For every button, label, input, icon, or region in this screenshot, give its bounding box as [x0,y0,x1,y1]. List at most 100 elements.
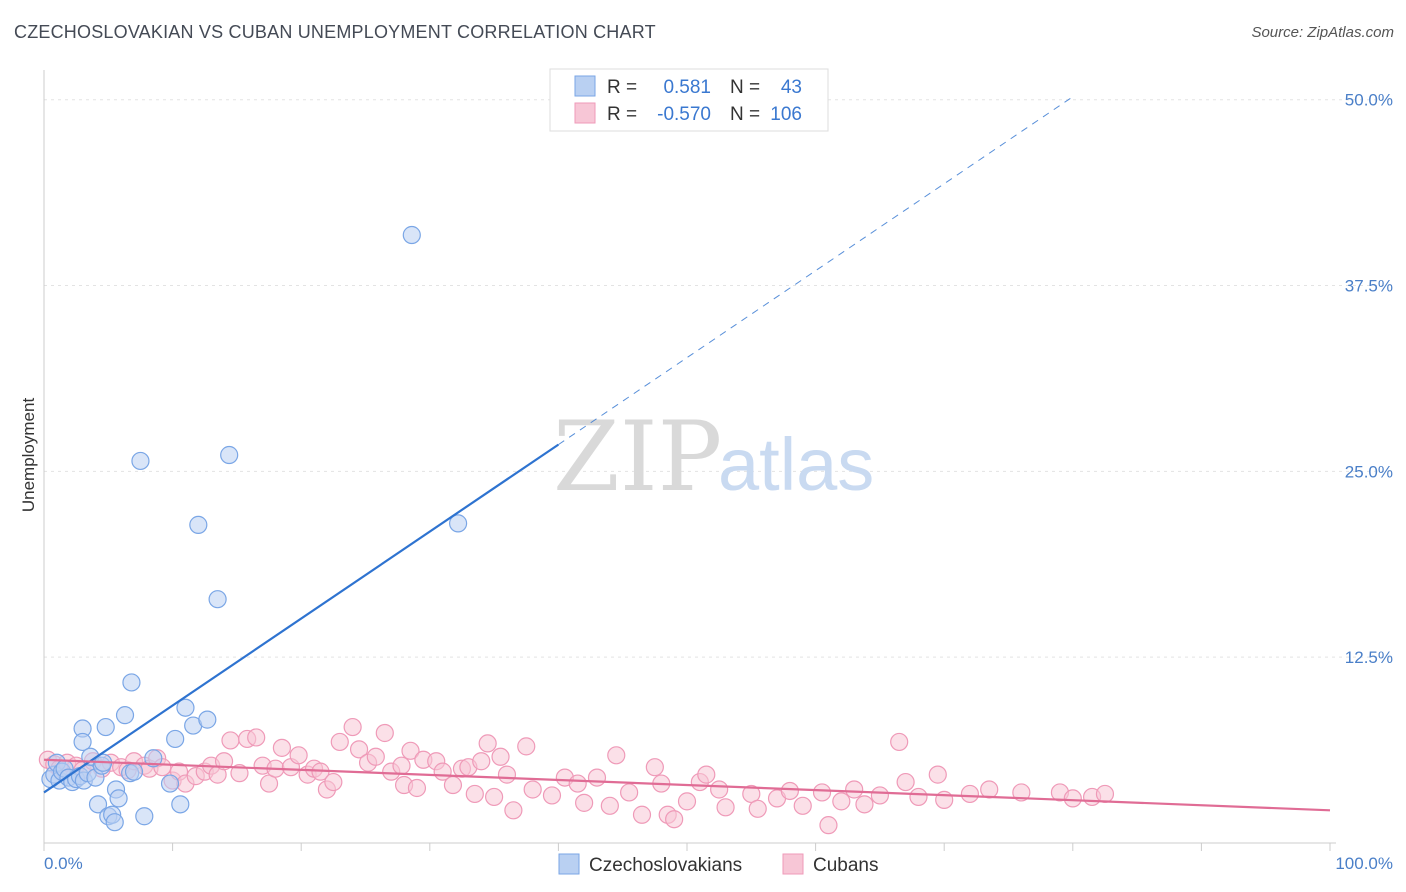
y-tick-labels: 12.5% 25.0% 37.5% 50.0% [1345,91,1393,667]
legend-swatch-cubans [574,102,596,124]
czech-point-12 [73,732,92,752]
series-legend-swatch-czech [558,853,580,875]
cuban-point-46 [392,756,411,775]
cuban-point-64 [523,780,542,799]
czech-trend-extension [558,96,1074,446]
cuban-point-47 [401,741,420,760]
cuban-point-58 [478,734,497,753]
axes [43,70,1336,851]
legend-r-value-czech: 0.581 [663,77,711,98]
series-legend-label-cuban: Cubans [813,855,879,876]
czech-point-40 [220,445,239,465]
x-tick-max: 100.0% [1335,854,1393,873]
legend-n-value-czech: 43 [781,77,802,98]
cuban-point-59 [485,787,504,807]
czech-point-19 [96,717,115,737]
y-tick-label-3: 50.0% [1345,91,1393,110]
czech-point-29 [131,451,150,471]
cuban-point-65 [542,786,562,805]
czech-point-34 [171,795,190,814]
cuban-point-78 [677,792,697,811]
czech-point-27 [122,673,141,692]
legend-r-value-cuban: -0.570 [657,104,711,125]
cuban-point-41 [349,740,369,759]
cuban-point-24 [221,731,240,750]
y-tick-label-2: 37.5% [1345,277,1393,296]
cuban-point-95 [896,772,915,792]
cuban-point-84 [748,799,767,818]
series-legend-label-czech: Czechoslovakians [589,855,742,876]
czech-point-22 [105,813,124,832]
czech-point-41 [402,225,421,245]
cuban-point-77 [665,810,684,829]
cuban-point-73 [632,805,652,824]
cuban-point-25 [230,764,249,783]
y-tick-label-0: 12.5% [1345,648,1393,667]
cuban-point-94 [890,732,909,752]
watermark-atlas: atlas [718,423,874,506]
grid-lines [44,99,1392,658]
legend-swatch-czechoslovakians [574,75,596,97]
legend-r-label-cuban: R = [607,104,637,125]
czech-point-16 [88,795,108,814]
czech-point-35 [176,698,195,717]
cuban-point-100 [980,780,999,799]
cuban-point-82 [716,798,735,817]
cuban-point-70 [600,796,619,815]
cuban-point-90 [832,792,851,811]
cuban-point-60 [491,747,510,766]
stats-legend: R = 0.581 N = 43 R = -0.570 N = 106 [549,68,829,132]
cuban-point-40 [343,717,362,737]
cuban-point-49 [407,778,427,798]
legend-r-label-czech: R = [607,77,637,98]
czech-point-32 [160,774,180,793]
cuban-point-69 [587,768,607,787]
y-tick-label-1: 25.0% [1345,462,1393,481]
czech-point-33 [166,729,185,749]
cuban-point-71 [607,746,626,765]
cuban-point-101 [1012,783,1031,802]
cuban-point-88 [812,783,832,802]
cuban-point-23 [214,752,234,771]
cuban-point-81 [710,780,729,799]
cuban-point-91 [845,780,864,799]
cuban-point-31 [272,738,292,757]
cuban-point-44 [375,723,394,743]
cuban-point-62 [504,801,523,820]
cuban-point-38 [324,772,343,792]
cuban-point-105 [1095,784,1115,804]
czech-point-28 [124,762,144,781]
czech-point-42 [448,514,468,533]
czech-point-39 [208,590,227,609]
czech-point-30 [135,807,154,826]
cuban-point-67 [568,774,587,793]
cuban-point-39 [330,732,349,752]
cuban-point-56 [465,784,484,804]
stats-legend-box [549,68,829,132]
cuban-point-99 [960,784,980,804]
cuban-point-97 [928,765,947,784]
x-tick-min: 0.0% [44,854,83,873]
czech-point-38 [198,710,217,729]
cuban-point-92 [855,795,874,814]
cuban-point-72 [620,783,639,802]
czech-point-37 [189,515,208,534]
cubans-points [38,717,1115,835]
cuban-point-80 [697,765,716,784]
y-axis-label: Unemployment [19,398,38,513]
legend-n-label-czech: N = [730,77,760,98]
czech-trend-line [43,443,560,794]
cuban-point-53 [443,775,463,795]
cuban-point-63 [517,737,536,756]
cuban-trend-line [43,758,1331,812]
legend-n-label-cuban: N = [730,104,760,125]
czech-point-24 [109,789,128,808]
cuban-point-74 [645,758,664,777]
czech-point-31 [144,749,163,768]
cuban-point-87 [793,796,812,815]
cuban-point-27 [247,728,266,747]
cuban-point-43 [366,747,385,766]
series-legend-swatch-cuban [782,853,804,875]
series-legend: Czechoslovakians Cubans [558,853,879,876]
